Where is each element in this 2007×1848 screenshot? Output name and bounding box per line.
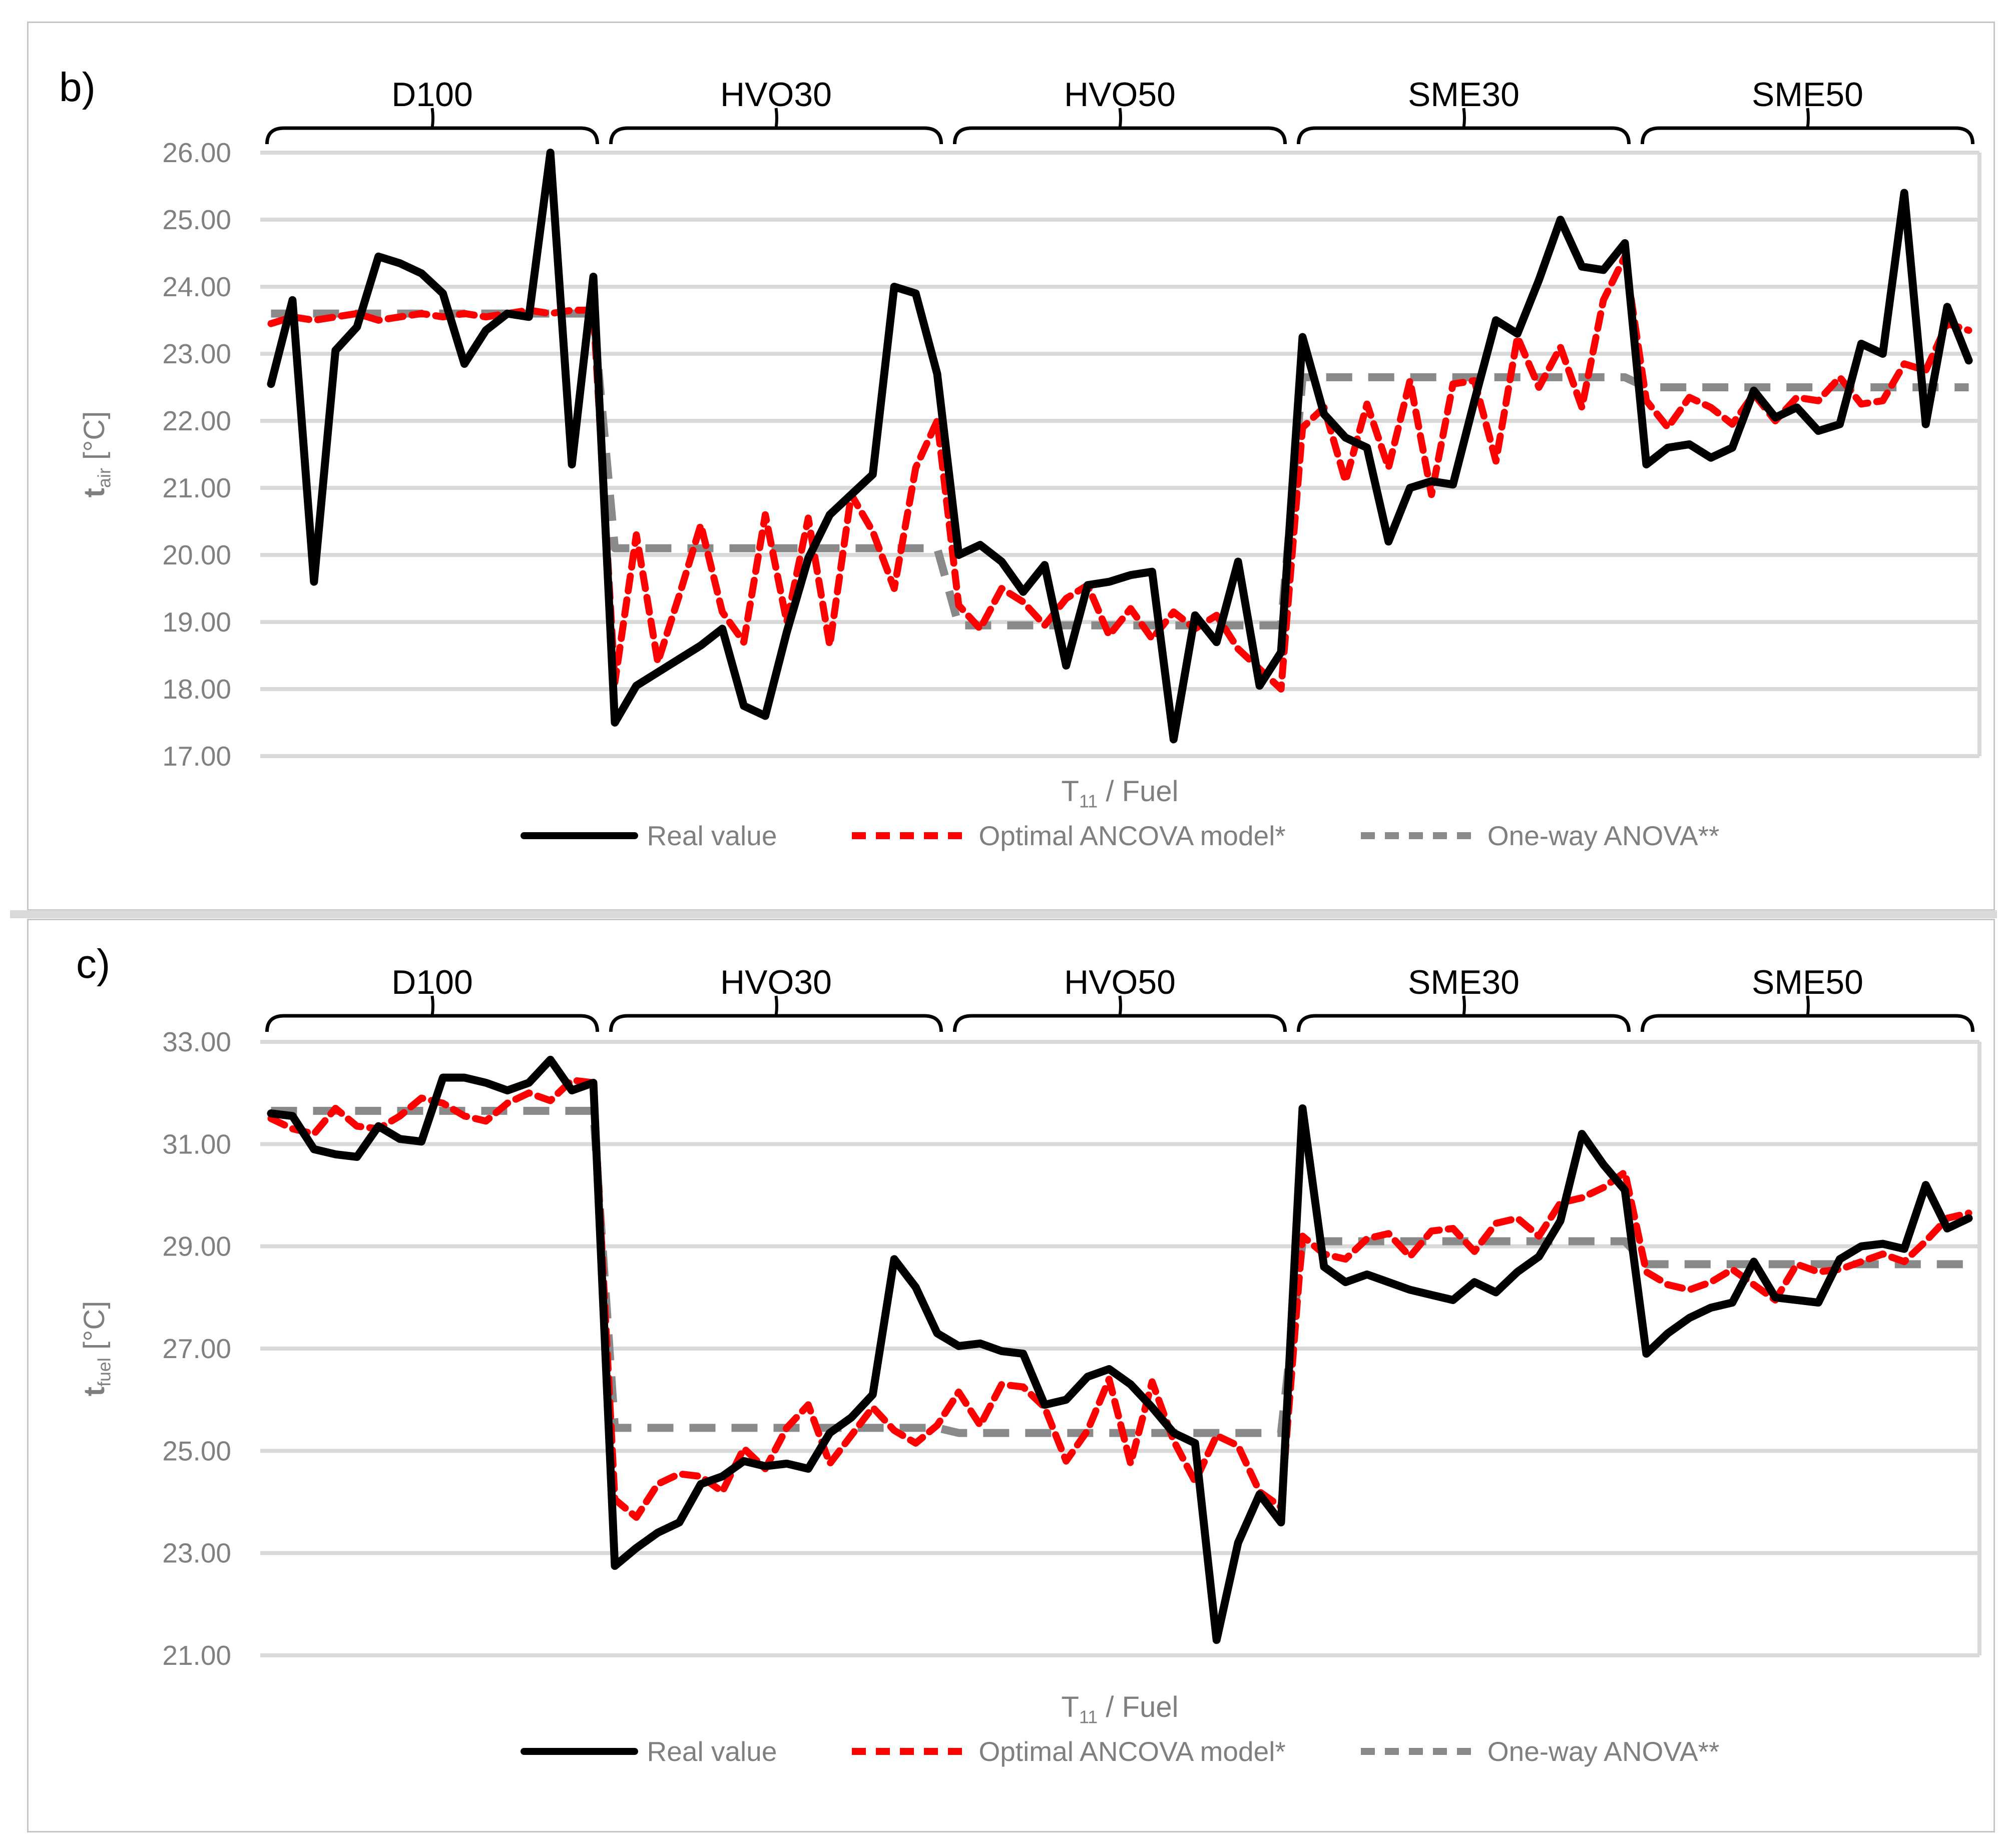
group-brace-tick [430,995,434,1016]
legend-label-real-value: Real value [647,1736,777,1767]
legend-item-anova: One-way ANOVA** [1360,1735,1720,1767]
group-brace-tick [774,108,778,129]
group-label-sme30: SME30 [1408,76,1520,114]
group-brace [952,1014,1287,1032]
group-label-hvo30: HVO30 [720,963,832,1001]
panel-b-letter: b) [59,65,96,110]
y-axis-title-c-unit: [°C] [78,1301,111,1358]
group-label-d100: D100 [391,76,473,114]
legend-label-anova: One-way ANOVA** [1487,1736,1720,1767]
x-axis-title-c-subscript: 11 [1079,1706,1098,1727]
y-axis-title-c-subscript: fuel [94,1358,115,1387]
legend-panel-b: Real value Optimal ANCOVA model* One-way… [260,820,1979,852]
ancova-line-swatch [852,1748,970,1755]
panel-c-letter: c) [76,941,111,987]
real-value-line-swatch [520,1748,638,1755]
y-tick-label: 24.00 [162,271,231,302]
group-brace [952,126,1287,145]
ancova-line-swatch [852,832,970,839]
series-ancova-line [267,253,1972,693]
group-brace-tick [1118,995,1122,1016]
x-axis-title-b: T11 / Fuel [260,775,1979,812]
group-brace [265,1014,600,1032]
y-tick-label: 26.00 [162,137,231,168]
y-tick-label: 25.00 [162,204,231,235]
panel-b-frame [27,22,1995,911]
panel-c-plot: 33.00 31.00 29.00 27.00 25.00 23.00 21.00 D100 H… [162,963,1981,1671]
real-value-line-swatch [520,832,638,839]
y-tick-label: 27.00 [162,1333,231,1364]
y-axis-title-b: tair [°C] [78,254,115,655]
y-axis-title-b-subscript: air [94,468,115,488]
y-tick-label: 23.00 [162,338,231,369]
y-tick-label: 21.00 [162,1640,231,1671]
legend-item-anova: One-way ANOVA** [1360,820,1720,852]
group-brace-tick [1462,108,1466,129]
y-tick-label: 31.00 [162,1128,231,1159]
y-tick-label: 19.00 [162,606,231,638]
group-label-hvo30: HVO30 [720,76,832,114]
x-axis-title-b-rest: / Fuel [1098,775,1179,808]
y-axis-title-b-unit: [°C] [78,411,111,468]
legend-item-ancova: Optimal ANCOVA model* [852,1735,1286,1767]
x-axis-title-c: T11 / Fuel [260,1690,1979,1728]
group-brace [609,126,943,145]
group-brace-tick [774,995,778,1016]
group-label-hvo50: HVO50 [1064,963,1176,1001]
y-tick-label: 18.00 [162,674,231,705]
group-label-sme50: SME50 [1752,76,1863,114]
y-tick-label: 23.00 [162,1538,231,1569]
legend-label-anova: One-way ANOVA** [1487,820,1720,851]
panel-b-plot: 26.00 25.00 24.00 23.00 22.00 21.00 20.00 19.00… [162,76,1981,772]
y-tick-label: 29.00 [162,1231,231,1262]
series-real-line [267,1055,1973,1644]
legend-label-ancova: Optimal ANCOVA model* [978,1736,1286,1767]
group-brace-tick [1118,108,1122,129]
legend-item-real-value: Real value [520,820,777,852]
series-ancova-line [267,1076,1972,1521]
legend-label-ancova: Optimal ANCOVA model* [978,820,1286,851]
group-label-sme50: SME50 [1752,963,1863,1001]
x-axis-title-c-rest: / Fuel [1098,1691,1179,1723]
y-axis-title-c: tfuel [°C] [78,1148,115,1549]
group-brace-tick [1462,995,1466,1016]
legend-panel-c: Real value Optimal ANCOVA model* One-way… [260,1735,1979,1767]
group-brace-tick [1806,995,1810,1016]
y-tick-label: 21.00 [162,472,231,503]
y-tick-label: 25.00 [162,1435,231,1466]
y-tick-label: 33.00 [162,1026,231,1057]
y-axis-title-b-symbol: t [78,488,111,498]
group-brace-tick [430,108,434,129]
legend-label-real-value: Real value [647,820,777,851]
legend-item-ancova: Optimal ANCOVA model* [852,820,1286,852]
x-axis-title-b-subscript: 11 [1079,791,1098,812]
group-brace [609,1014,943,1032]
panel-divider [10,910,1997,918]
y-tick-label: 17.00 [162,741,231,772]
series-anova-line [271,1106,1969,1437]
x-axis-title-c-symbol: T [1061,1691,1079,1723]
group-brace [265,126,600,145]
series-real-line [267,149,1973,744]
group-brace-tick [1806,108,1810,129]
group-brace [1640,1014,1975,1032]
x-axis-title-b-symbol: T [1061,775,1079,808]
group-label-hvo50: HVO50 [1064,76,1176,114]
y-tick-label: 20.00 [162,539,231,570]
panel-c-frame [27,919,1995,1832]
legend-item-real-value: Real value [520,1735,777,1767]
y-axis-title-c-symbol: t [78,1387,111,1397]
group-label-sme30: SME30 [1408,963,1520,1001]
group-brace [1296,1014,1631,1032]
group-label-d100: D100 [391,963,473,1001]
group-brace [1640,126,1975,145]
anova-line-swatch [1360,1748,1478,1755]
anova-line-swatch [1360,832,1478,839]
group-brace [1296,126,1631,145]
y-tick-label: 22.00 [162,405,231,436]
